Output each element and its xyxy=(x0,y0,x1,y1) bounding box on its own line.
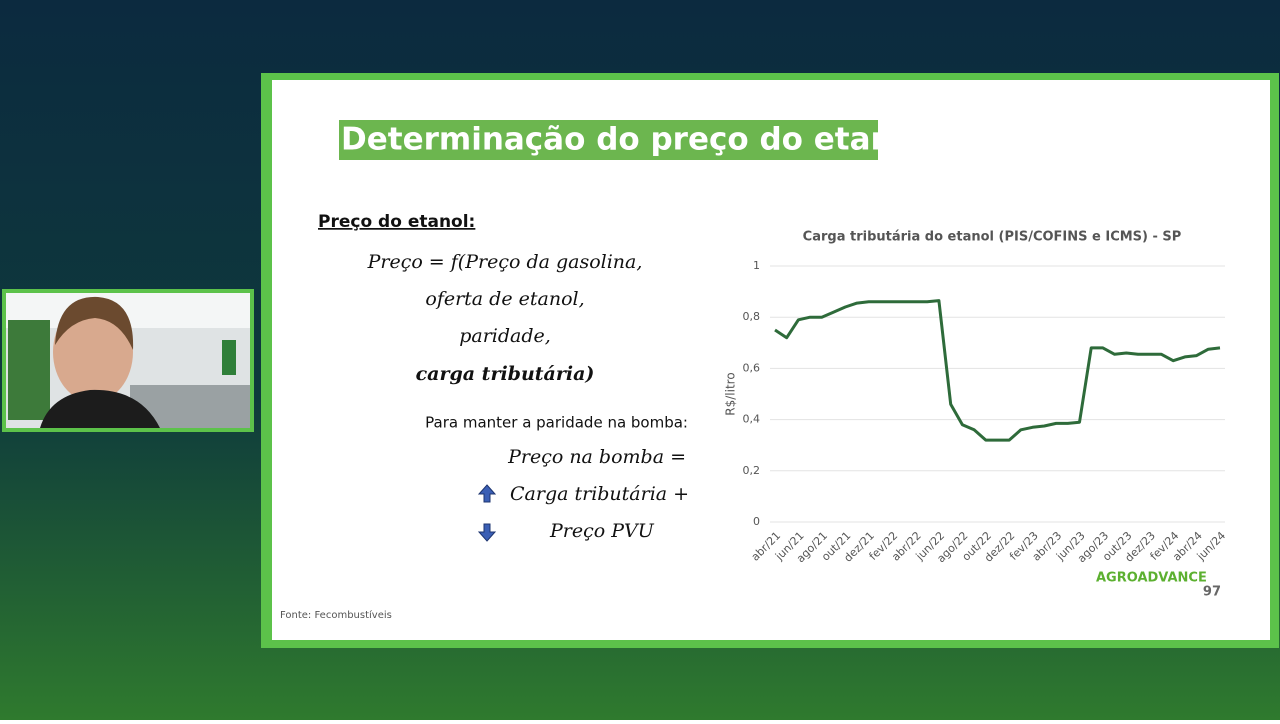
title-bg xyxy=(339,120,878,160)
y-tick-label: 0,2 xyxy=(743,464,761,477)
chart-title: Carga tributária do etanol (PIS/COFINS e… xyxy=(803,230,1182,245)
data-line xyxy=(774,299,1221,442)
formula-line: oferta de etanol, xyxy=(425,288,584,310)
formula-line: carga tributária) xyxy=(416,363,595,385)
slide xyxy=(272,80,1270,640)
y-tick-label: 1 xyxy=(753,259,760,272)
y-axis-label: R$/litro xyxy=(724,372,738,415)
y-tick-label: 0,6 xyxy=(743,361,761,374)
parity-line: Preço na bomba = xyxy=(507,446,686,468)
y-tick-label: 0,4 xyxy=(743,413,761,426)
up-arrow xyxy=(477,484,497,503)
source: Fonte: Fecombustíveis xyxy=(280,609,392,621)
webcam xyxy=(2,289,254,432)
heading: Preço do etanol: xyxy=(318,212,475,232)
parity-line: Preço PVU xyxy=(549,520,655,542)
y-tick-label: 0,8 xyxy=(743,310,761,323)
down-arrow xyxy=(477,523,497,542)
parity-line: Carga tributária + xyxy=(510,483,689,505)
formula-line: paridade, xyxy=(459,325,551,347)
slide-title: Determinação do preço do etanol xyxy=(341,122,924,158)
y-tick-label: 0 xyxy=(753,515,760,528)
logo: AGROADVANCE xyxy=(1096,571,1207,586)
parity-heading: Para manter a paridade na bomba: xyxy=(425,414,688,432)
page-number: 97 xyxy=(1203,585,1221,600)
formula-line: Preço = f(Preço da gasolina, xyxy=(367,251,643,273)
